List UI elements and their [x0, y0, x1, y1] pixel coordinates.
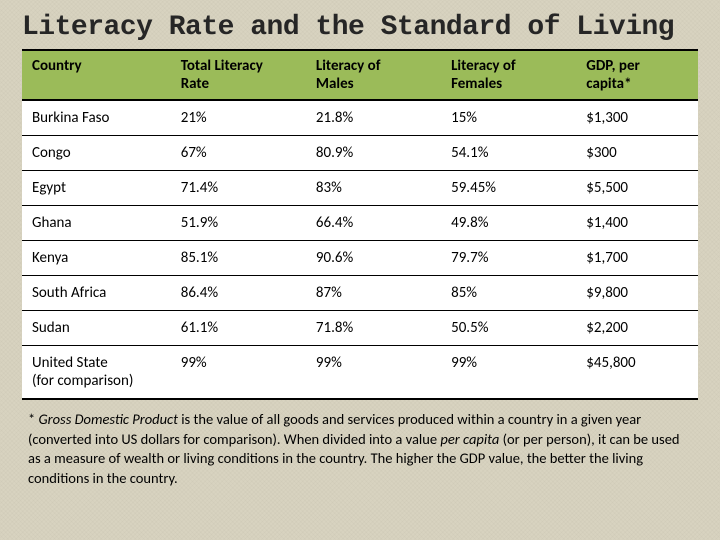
col-header-gdp: GDP, per capita* [576, 50, 698, 100]
cell-country-sub: (for comparison) [32, 372, 161, 390]
cell-gdp: $1,400 [576, 206, 698, 241]
cell-total: 86.4% [171, 276, 306, 311]
col-header-males: Literacy of Males [306, 50, 441, 100]
cell-females: 85% [441, 276, 576, 311]
page-title: Literacy Rate and the Standard of Living [22, 12, 698, 43]
cell-gdp: $1,300 [576, 100, 698, 136]
col-header-females: Literacy of Females [441, 50, 576, 100]
col-header-text: Total Literacy [181, 57, 263, 75]
cell-total: 61.1% [171, 311, 306, 346]
cell-total: 67% [171, 136, 306, 171]
table-row: South Africa86.4%87%85%$9,800 [22, 276, 698, 311]
col-header-text: capita* [586, 75, 631, 93]
col-header-text: Females [451, 75, 502, 93]
cell-males: 21.8% [306, 100, 441, 136]
table-row: Sudan61.1%71.8%50.5%$2,200 [22, 311, 698, 346]
cell-gdp: $2,200 [576, 311, 698, 346]
cell-gdp: $45,800 [576, 346, 698, 400]
cell-country: Congo [22, 136, 171, 171]
col-header-text: Males [316, 75, 354, 93]
table-row: Ghana51.9%66.4%49.8%$1,400 [22, 206, 698, 241]
cell-males: 66.4% [306, 206, 441, 241]
cell-country: Sudan [22, 311, 171, 346]
table-row: United State(for comparison)99%99%99%$45… [22, 346, 698, 400]
cell-country: Burkina Faso [22, 100, 171, 136]
table-row: Congo67%80.9%54.1%$300 [22, 136, 698, 171]
footnote-prefix: * [28, 410, 39, 428]
cell-females: 15% [441, 100, 576, 136]
cell-gdp: $300 [576, 136, 698, 171]
table-row: Burkina Faso21%21.8%15%$1,300 [22, 100, 698, 136]
table-header-row: Country Total Literacy Rate Literacy of … [22, 50, 698, 100]
cell-females: 49.8% [441, 206, 576, 241]
col-header-text: Country [32, 57, 82, 75]
col-header-text: Literacy of [451, 57, 516, 75]
cell-gdp: $5,500 [576, 171, 698, 206]
cell-total: 99% [171, 346, 306, 400]
cell-females: 54.1% [441, 136, 576, 171]
cell-total: 85.1% [171, 241, 306, 276]
cell-country: Kenya [22, 241, 171, 276]
col-header-text: Literacy of [316, 57, 381, 75]
footnote-percapita: per capita [440, 430, 499, 448]
slide-container: Literacy Rate and the Standard of Living… [0, 0, 720, 506]
cell-females: 50.5% [441, 311, 576, 346]
cell-females: 99% [441, 346, 576, 400]
cell-females: 79.7% [441, 241, 576, 276]
footnote-term: Gross Domestic Product [39, 410, 178, 428]
col-header-text: GDP, per [586, 57, 640, 75]
cell-gdp: $1,700 [576, 241, 698, 276]
cell-males: 87% [306, 276, 441, 311]
table-body: Burkina Faso21%21.8%15%$1,300Congo67%80.… [22, 100, 698, 399]
cell-females: 59.45% [441, 171, 576, 206]
cell-country: United State(for comparison) [22, 346, 171, 400]
cell-total: 21% [171, 100, 306, 136]
table-row: Egypt71.4%83%59.45%$5,500 [22, 171, 698, 206]
col-header-text: Rate [181, 75, 209, 93]
cell-males: 71.8% [306, 311, 441, 346]
cell-country: Ghana [22, 206, 171, 241]
footnote: * Gross Domestic Product is the value of… [22, 410, 698, 488]
cell-gdp: $9,800 [576, 276, 698, 311]
col-header-country: Country [22, 50, 171, 100]
table-row: Kenya85.1%90.6%79.7%$1,700 [22, 241, 698, 276]
col-header-total: Total Literacy Rate [171, 50, 306, 100]
cell-males: 83% [306, 171, 441, 206]
literacy-table: Country Total Literacy Rate Literacy of … [22, 49, 698, 400]
cell-total: 71.4% [171, 171, 306, 206]
cell-males: 90.6% [306, 241, 441, 276]
cell-total: 51.9% [171, 206, 306, 241]
cell-country: Egypt [22, 171, 171, 206]
cell-country: South Africa [22, 276, 171, 311]
cell-males: 99% [306, 346, 441, 400]
cell-males: 80.9% [306, 136, 441, 171]
